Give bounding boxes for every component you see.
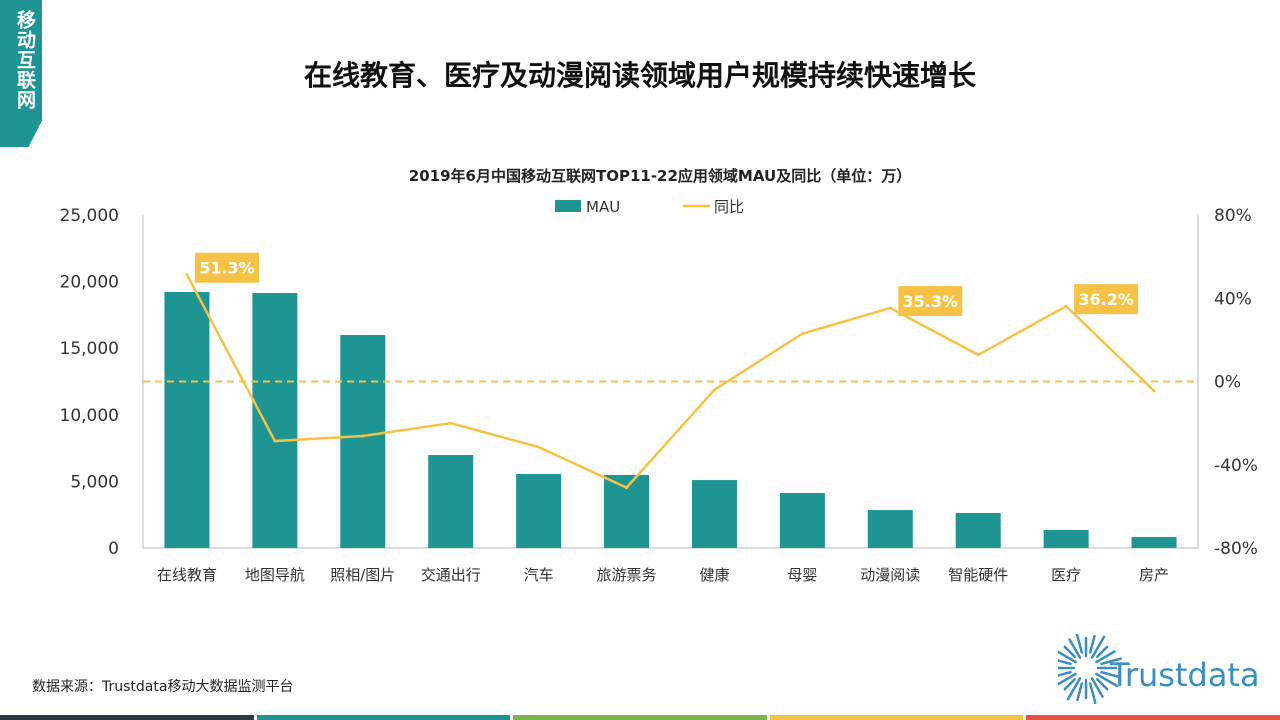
bar-mau bbox=[516, 473, 562, 548]
point-yoy bbox=[888, 306, 892, 310]
left-tick-label: 10,000 bbox=[60, 406, 119, 426]
category-label: 旅游票务 bbox=[597, 566, 657, 584]
footer-segment bbox=[513, 715, 767, 720]
right-tick-label: 80% bbox=[1214, 206, 1252, 226]
point-yoy bbox=[800, 332, 804, 336]
chart: 2019年6月中国移动互联网TOP11-22应用领域MAU及同比（单位：万） M… bbox=[60, 167, 1258, 584]
bar-mau bbox=[428, 455, 474, 548]
bar-mau bbox=[1131, 536, 1177, 548]
chart-title: 2019年6月中国移动互联网TOP11-22应用领域MAU及同比（单位：万） bbox=[409, 167, 911, 185]
point-yoy bbox=[712, 388, 716, 392]
footer-segment bbox=[769, 715, 1024, 720]
category-label: 智能硬件 bbox=[948, 566, 1008, 584]
data-label-box bbox=[898, 286, 963, 317]
point-yoy bbox=[1064, 304, 1068, 308]
footer-color-bar bbox=[0, 715, 1280, 720]
point-yoy bbox=[449, 421, 453, 425]
section-tag-text: 移动互联网 bbox=[14, 10, 36, 110]
category-label: 房产 bbox=[1139, 566, 1169, 584]
bar-mau bbox=[691, 480, 737, 548]
category-label: 在线教育 bbox=[157, 566, 217, 584]
point-yoy bbox=[537, 445, 541, 449]
source-note: 数据来源：Trustdata移动大数据监测平台 bbox=[32, 679, 294, 695]
point-yoy bbox=[1152, 389, 1156, 393]
category-label: 健康 bbox=[699, 566, 729, 584]
svg-text:Trustdata: Trustdata bbox=[1109, 656, 1260, 694]
trustdata-logo: Trustdata bbox=[1049, 631, 1268, 708]
right-tick-label: 0% bbox=[1214, 373, 1241, 393]
data-label: 35.3% bbox=[903, 292, 959, 311]
left-tick-label: 0 bbox=[108, 539, 119, 559]
right-tick-label: -80% bbox=[1214, 539, 1258, 559]
category-label: 汽车 bbox=[524, 566, 554, 584]
category-label: 母婴 bbox=[787, 566, 817, 584]
category-label: 地图导航 bbox=[245, 566, 305, 584]
bar-mau bbox=[252, 293, 298, 548]
category-label: 动漫阅读 bbox=[860, 566, 920, 584]
category-label: 医疗 bbox=[1051, 566, 1081, 584]
data-label: 51.3% bbox=[199, 259, 255, 278]
bar-mau bbox=[779, 492, 825, 548]
left-tick-label: 25,000 bbox=[60, 206, 119, 226]
bar-mau bbox=[867, 510, 913, 548]
footer-segment bbox=[0, 715, 254, 720]
footer-segment bbox=[256, 715, 511, 720]
footer-segment bbox=[1026, 715, 1280, 720]
left-tick-label: 20,000 bbox=[60, 273, 119, 293]
section-tag: 移动互联网 bbox=[0, 0, 42, 147]
point-yoy bbox=[625, 486, 629, 490]
legend-label-mau: MAU bbox=[586, 198, 620, 216]
legend: MAU 同比 bbox=[555, 198, 744, 216]
category-label: 交通出行 bbox=[421, 566, 481, 584]
right-tick-label: -40% bbox=[1214, 456, 1258, 476]
left-tick-label: 5,000 bbox=[70, 472, 119, 492]
point-yoy bbox=[361, 434, 365, 438]
point-yoy bbox=[185, 273, 189, 277]
category-label: 照相/图片 bbox=[330, 566, 395, 584]
legend-label-yoy: 同比 bbox=[714, 198, 744, 216]
right-tick-label: 40% bbox=[1214, 289, 1252, 309]
left-tick-label: 15,000 bbox=[60, 339, 119, 359]
point-yoy bbox=[273, 439, 277, 443]
bar-mau bbox=[164, 291, 210, 548]
data-label-box bbox=[1074, 284, 1139, 315]
bar-mau bbox=[340, 335, 386, 548]
data-label-box bbox=[194, 252, 259, 283]
legend-swatch-mau bbox=[555, 200, 581, 212]
line-yoy bbox=[185, 274, 1155, 490]
bar-mau bbox=[1043, 530, 1089, 548]
point-yoy bbox=[976, 353, 980, 357]
page-title: 在线教育、医疗及动漫阅读领域用户规模持续快速增长 bbox=[303, 59, 976, 92]
bar-mau bbox=[955, 512, 1001, 548]
data-label: 36.2% bbox=[1078, 290, 1134, 309]
